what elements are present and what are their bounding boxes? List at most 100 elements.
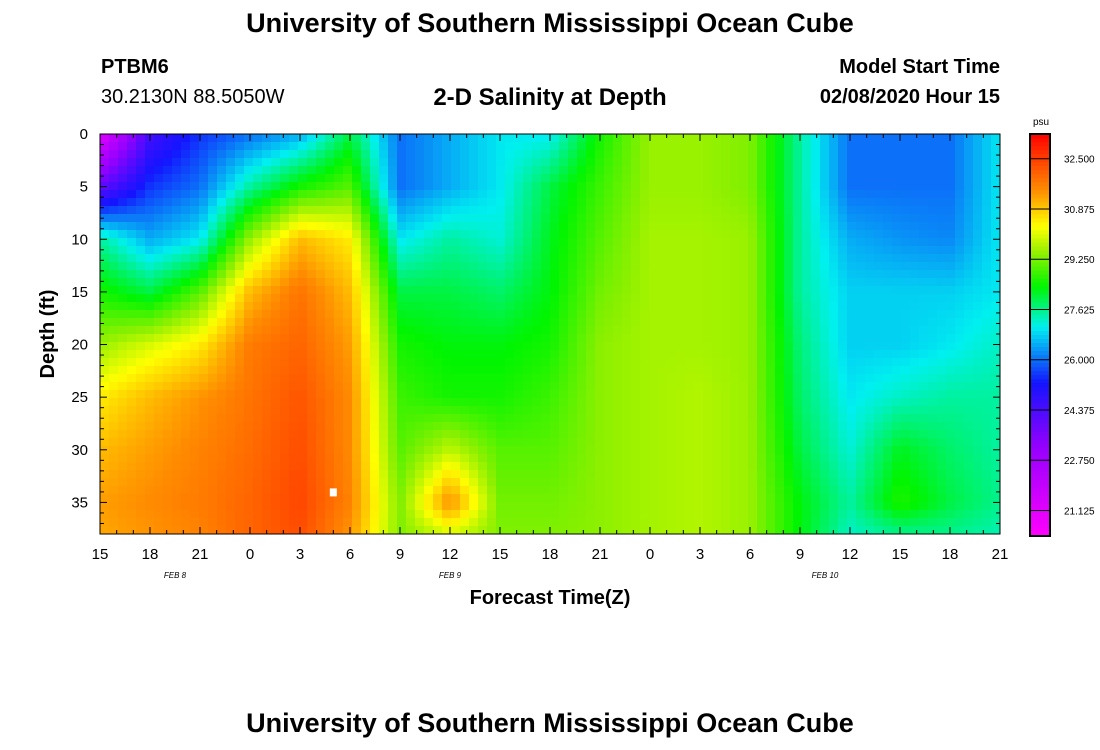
heatmap-cell [685, 486, 695, 495]
heatmap-cell [127, 470, 137, 479]
heatmap-cell [649, 470, 659, 479]
heatmap-cell [460, 390, 470, 399]
heatmap-cell [901, 478, 911, 487]
heatmap-cell [262, 454, 272, 463]
heatmap-cell [910, 382, 920, 391]
heatmap-cell [577, 470, 587, 479]
heatmap-cell [226, 446, 236, 455]
heatmap-cell [559, 454, 569, 463]
heatmap-cell [487, 206, 497, 215]
heatmap-cell [361, 246, 371, 255]
heatmap-cell [577, 254, 587, 263]
heatmap-cell [595, 310, 605, 319]
heatmap-cell [829, 198, 839, 207]
heatmap-cell [442, 278, 452, 287]
heatmap-cell [676, 470, 686, 479]
heatmap-cell [145, 382, 155, 391]
heatmap-cell [199, 222, 209, 231]
heatmap-cell [901, 374, 911, 383]
heatmap-cell [388, 222, 398, 231]
heatmap-cell [820, 414, 830, 423]
heatmap-cell [145, 270, 155, 279]
heatmap-cell [415, 166, 425, 175]
heatmap-cell [613, 262, 623, 271]
heatmap-cell [577, 454, 587, 463]
heatmap-cell [388, 406, 398, 415]
heatmap-cell [982, 414, 992, 423]
heatmap-cell [586, 278, 596, 287]
heatmap-cell [397, 358, 407, 367]
heatmap-cell [415, 198, 425, 207]
heatmap-cell [757, 406, 767, 415]
heatmap-cell [721, 222, 731, 231]
heatmap-cell [919, 222, 929, 231]
heatmap-cell [514, 350, 524, 359]
heatmap-cell [235, 510, 245, 519]
heatmap-cell [127, 206, 137, 215]
heatmap-cell [370, 334, 380, 343]
heatmap-cell [109, 510, 119, 519]
heatmap-cell [892, 454, 902, 463]
heatmap-cell [100, 422, 110, 431]
heatmap-cell [577, 286, 587, 295]
heatmap-cell [325, 270, 335, 279]
heatmap-cell [937, 478, 947, 487]
heatmap-cell [541, 318, 551, 327]
heatmap-cell [388, 350, 398, 359]
heatmap-cell [748, 526, 758, 534]
heatmap-cell [982, 366, 992, 375]
heatmap-cell [226, 502, 236, 511]
heatmap-cell [172, 342, 182, 351]
heatmap-cell [190, 206, 200, 215]
heatmap-cell [604, 286, 614, 295]
heatmap-cell [874, 366, 884, 375]
heatmap-cell [910, 230, 920, 239]
heatmap-cell [856, 326, 866, 335]
heatmap-cell [334, 430, 344, 439]
heatmap-cell [658, 398, 668, 407]
heatmap-cell [100, 318, 110, 327]
heatmap-cell [145, 494, 155, 503]
heatmap-cell [496, 142, 506, 151]
heatmap-cell [946, 510, 956, 519]
heatmap-cell [298, 462, 308, 471]
heatmap-cell [460, 486, 470, 495]
heatmap-cell [181, 142, 191, 151]
heatmap-cell [352, 414, 362, 423]
heatmap-cell [982, 150, 992, 159]
heatmap-cell [361, 350, 371, 359]
heatmap-cell [109, 470, 119, 479]
heatmap-cells [100, 134, 1000, 534]
heatmap-cell [901, 254, 911, 263]
heatmap-cell [946, 294, 956, 303]
heatmap-cell [217, 190, 227, 199]
heatmap-cell [388, 182, 398, 191]
heatmap-cell [874, 358, 884, 367]
heatmap-cell [973, 430, 983, 439]
heatmap-cell [253, 502, 263, 511]
heatmap-cell [829, 270, 839, 279]
heatmap-cell [964, 262, 974, 271]
heatmap-cell [640, 294, 650, 303]
heatmap-cell [424, 406, 434, 415]
heatmap-cell [271, 270, 281, 279]
heatmap-cell [649, 398, 659, 407]
heatmap-cell [991, 494, 1000, 503]
heatmap-cell [919, 430, 929, 439]
heatmap-cell [766, 406, 776, 415]
heatmap-cell [163, 270, 173, 279]
heatmap-cell [829, 502, 839, 511]
heatmap-cell [478, 214, 488, 223]
heatmap-cell [856, 430, 866, 439]
heatmap-cell [739, 342, 749, 351]
heatmap-cell [559, 262, 569, 271]
heatmap-cell [676, 478, 686, 487]
heatmap-cell [397, 390, 407, 399]
heatmap-cell [856, 358, 866, 367]
heatmap-cell [856, 222, 866, 231]
heatmap-cell [334, 342, 344, 351]
heatmap-cell [811, 350, 821, 359]
heatmap-cell [244, 518, 254, 527]
heatmap-cell [784, 358, 794, 367]
heatmap-cell [856, 254, 866, 263]
